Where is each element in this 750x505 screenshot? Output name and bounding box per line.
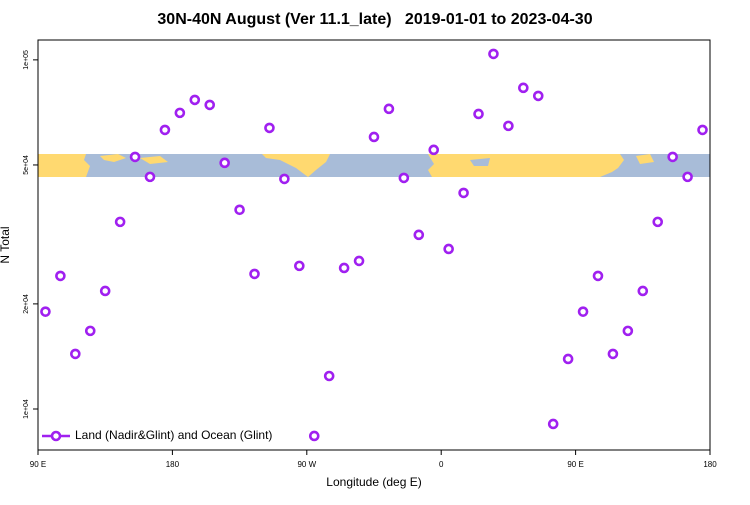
x-tick-label: 180 [703, 460, 717, 469]
y-tick-label: 2e+04 [23, 294, 30, 314]
point [189, 94, 201, 106]
point [294, 260, 305, 272]
point [159, 124, 171, 136]
legend-marker [50, 430, 62, 442]
point [652, 216, 664, 228]
point [55, 270, 66, 282]
point [323, 370, 335, 382]
x-tick-label: 90 E [30, 460, 46, 469]
x-axis-label: Longitude (deg E) [326, 475, 421, 489]
point [413, 229, 425, 241]
point [40, 306, 51, 317]
point [443, 243, 454, 255]
point [547, 418, 559, 430]
point [129, 151, 141, 163]
point [234, 204, 245, 216]
point [637, 285, 649, 297]
point [204, 99, 216, 111]
point [518, 82, 529, 94]
point [667, 151, 678, 163]
point [70, 348, 81, 360]
point [503, 120, 514, 132]
point [338, 262, 350, 274]
y-tick-label: 1e+04 [23, 399, 30, 419]
point [264, 122, 275, 134]
point [562, 353, 574, 365]
x-tick-label: 90 W [297, 460, 316, 469]
point [174, 107, 186, 119]
legend-label: Land (Nadir&Glint) and Ocean (Glint) [75, 428, 272, 442]
chart-title: 30N-40N August (Ver 11.1_late) 2019-01-0… [157, 11, 592, 28]
point [607, 348, 619, 360]
point [249, 268, 260, 280]
point [458, 187, 469, 199]
x-tick-label: 90 E [567, 460, 583, 469]
y-tick-label: 5e+04 [23, 155, 30, 175]
point [114, 216, 126, 228]
point [682, 171, 693, 183]
point [398, 172, 410, 184]
point [622, 325, 634, 337]
point [428, 144, 440, 156]
point [697, 124, 708, 136]
point [308, 430, 320, 442]
point [577, 306, 589, 317]
point [488, 48, 499, 60]
point [592, 270, 604, 282]
point [99, 285, 111, 297]
x-tick-label: 0 [439, 460, 444, 469]
point [84, 325, 96, 337]
point [473, 108, 484, 120]
point [532, 90, 544, 102]
point [279, 173, 290, 185]
point [383, 103, 395, 115]
plot-frame [37, 39, 711, 451]
point [219, 157, 230, 169]
y-axis-label: N Total [0, 226, 12, 263]
point [368, 131, 380, 143]
y-tick-label: 1e+05 [23, 50, 30, 70]
point [144, 171, 156, 183]
map-strip [38, 154, 710, 177]
x-tick-label: 180 [166, 460, 180, 469]
point [353, 255, 365, 267]
